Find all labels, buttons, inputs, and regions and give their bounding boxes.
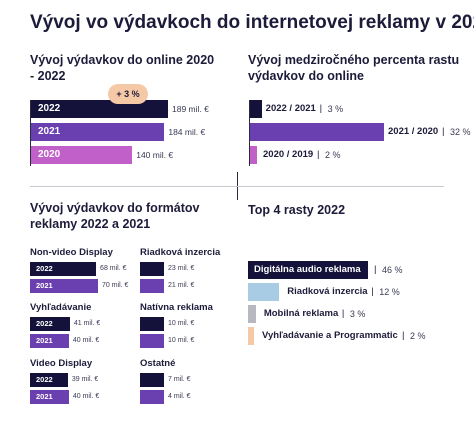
- bar-online-2021: [30, 123, 165, 141]
- growth-value: 32 %: [450, 127, 471, 137]
- value-label: 10 mil. €: [168, 320, 195, 327]
- bar-format: [140, 317, 164, 331]
- top-growth-label: Vyhľadávanie a Programmatic: [262, 330, 398, 341]
- bar-format: [30, 390, 69, 404]
- top-growth-sep: |: [371, 286, 374, 297]
- top-growth-sep: |: [374, 264, 377, 275]
- bar-format: [30, 373, 68, 387]
- growth-sep: |: [319, 103, 323, 114]
- bar-label-2021: 2021: [38, 126, 61, 137]
- axis-line: [30, 100, 31, 166]
- bar-year-label: 2022: [36, 319, 53, 328]
- panel3-title: Vývoj výdavkov do formátov reklamy 2022 …: [30, 201, 200, 231]
- value-label: 189 mil. €: [172, 104, 209, 114]
- top-growth-value: 2 %: [410, 331, 426, 341]
- value-label: 41 mil. €: [73, 320, 101, 327]
- value-label: 140 mil. €: [136, 150, 174, 160]
- format-title: Vyhľadávanie: [30, 302, 92, 313]
- bar-top-growth: [248, 327, 254, 345]
- bar-year-label: 2022: [36, 264, 53, 273]
- bar-growth: [249, 146, 258, 164]
- page-title: Vývoj vo výdavkoch do internetovej rekla…: [30, 12, 474, 33]
- bar-format: [140, 262, 164, 276]
- value-label: 21 mil. €: [168, 282, 195, 289]
- bar-format: [140, 373, 164, 387]
- format-title: Ostatné: [140, 358, 176, 369]
- top-growth-sep: |: [402, 330, 405, 341]
- top-growth-sep: |: [341, 308, 345, 319]
- bar-growth: [249, 100, 262, 118]
- top-growth-value: 3 %: [349, 309, 366, 319]
- bar-format: [30, 334, 69, 348]
- top-growth-label: Riadková inzercia: [287, 286, 368, 297]
- growth-sep: |: [317, 149, 320, 160]
- format-title: Natívna reklama: [140, 302, 213, 313]
- axis-line: [249, 100, 250, 166]
- bar-year-label: 2021: [36, 392, 53, 401]
- format-title: Non-video Display: [30, 247, 113, 258]
- growth-label: 2022 / 2021: [265, 103, 316, 114]
- growth-value: 2 %: [325, 150, 341, 160]
- horizontal-divider: [30, 186, 444, 187]
- bar-growth: [249, 123, 384, 141]
- growth-label: 2020 / 2019: [263, 149, 314, 160]
- bar-label-2020: 2020: [38, 149, 61, 160]
- value-label: 39 mil. €: [71, 376, 99, 383]
- value-label: 40 mil. €: [72, 337, 100, 344]
- bar-format: [140, 279, 164, 293]
- bar-online-2022: [30, 100, 168, 118]
- value-label: 184 mil. €: [168, 127, 206, 137]
- bar-year-label: 2022: [36, 375, 53, 384]
- bar-format: [30, 279, 98, 293]
- value-label: 68 mil. €: [100, 265, 127, 272]
- top-growth-label: Digitálna audio reklama: [254, 264, 361, 275]
- value-label: 7 mil. €: [168, 376, 191, 383]
- value-label: 70 mil. €: [102, 282, 129, 289]
- value-label: 10 mil. €: [168, 337, 195, 344]
- bar-format: [30, 317, 70, 331]
- panel1-title: Vývoj výdavkov do online 2020 - 2022: [30, 53, 215, 83]
- top-growth-value: 46 %: [382, 265, 403, 275]
- bar-top-growth: [248, 305, 256, 323]
- bar-label-2022: 2022: [38, 103, 61, 114]
- bar-top-growth: [248, 261, 368, 279]
- bar-year-label: 2021: [36, 336, 53, 345]
- growth-badge: + 3 %: [108, 84, 148, 104]
- value-label: 23 mil. €: [168, 265, 195, 272]
- growth-label: 2021 / 2020: [388, 126, 439, 137]
- value-label: 40 mil. €: [72, 393, 100, 400]
- panel2-title: Vývoj medziročného percenta rastu výdavk…: [248, 53, 460, 83]
- format-title: Video Display: [30, 358, 93, 369]
- value-label: 4 mil. €: [168, 393, 191, 400]
- growth-value: 3 %: [327, 104, 344, 114]
- top-growth-value: 12 %: [379, 287, 400, 297]
- growth-sep: |: [442, 126, 445, 137]
- bar-format: [140, 334, 164, 348]
- bar-format: [30, 262, 97, 276]
- bar-format: [140, 390, 164, 404]
- bar-online-2020: [30, 146, 133, 164]
- format-title: Riadková inzercia: [140, 247, 221, 258]
- panel4-title: Top 4 rasty 2022: [248, 203, 346, 217]
- bar-year-label: 2021: [36, 281, 53, 290]
- bar-top-growth: [248, 283, 280, 301]
- top-growth-label: Mobilná reklama: [263, 308, 339, 319]
